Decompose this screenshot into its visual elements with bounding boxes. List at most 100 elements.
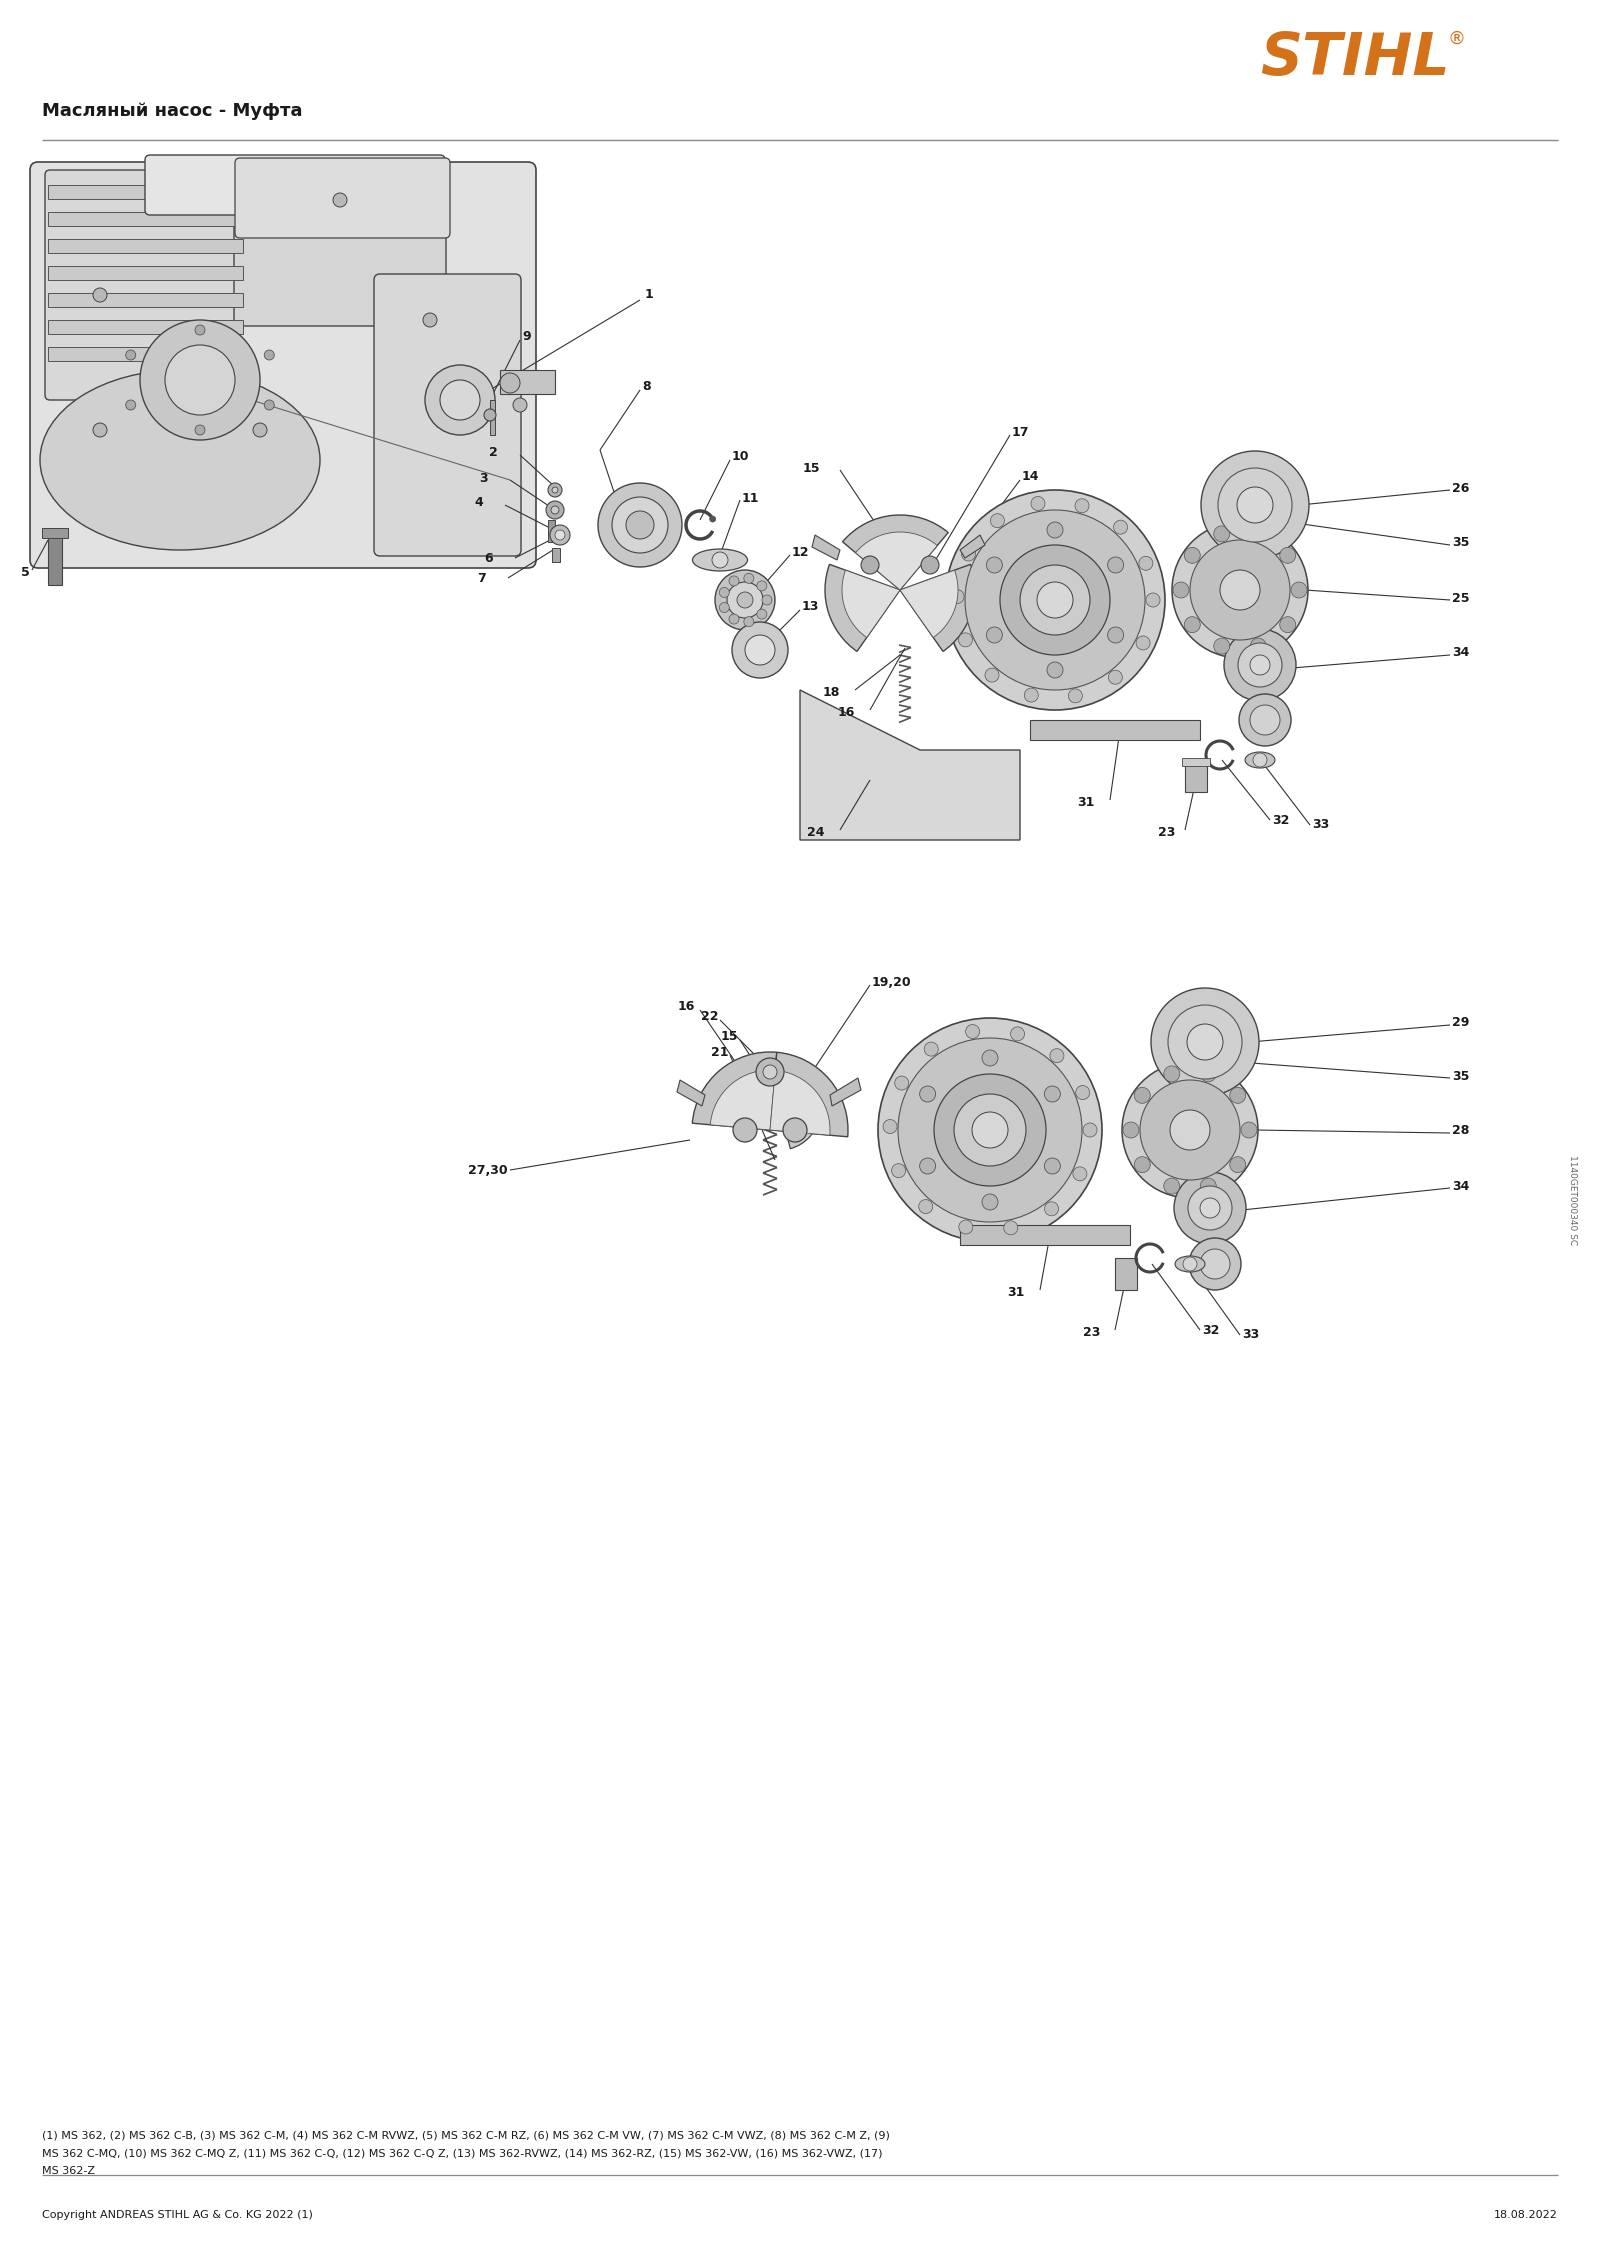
Text: 18.08.2022: 18.08.2022 — [1494, 2211, 1558, 2220]
Circle shape — [1123, 1122, 1139, 1138]
Text: 4: 4 — [474, 496, 483, 509]
Circle shape — [1224, 629, 1296, 702]
Bar — [48, 292, 243, 308]
Circle shape — [950, 591, 965, 604]
Circle shape — [1045, 1202, 1059, 1215]
Text: 16: 16 — [838, 706, 854, 720]
Bar — [552, 548, 560, 561]
Circle shape — [918, 1199, 933, 1213]
Circle shape — [1021, 566, 1090, 636]
Circle shape — [878, 1018, 1102, 1242]
Circle shape — [1045, 1159, 1061, 1174]
Text: 23: 23 — [1158, 826, 1174, 840]
Circle shape — [422, 312, 437, 326]
FancyBboxPatch shape — [235, 158, 450, 238]
Circle shape — [962, 548, 976, 561]
Circle shape — [1168, 1005, 1242, 1079]
Polygon shape — [800, 690, 1021, 840]
Circle shape — [93, 287, 107, 301]
Circle shape — [1250, 706, 1280, 735]
Circle shape — [720, 588, 730, 597]
Circle shape — [1230, 1156, 1246, 1172]
Circle shape — [1237, 487, 1274, 523]
Circle shape — [730, 577, 739, 586]
Circle shape — [264, 401, 274, 410]
Circle shape — [1163, 1066, 1179, 1082]
Circle shape — [1214, 638, 1230, 654]
Bar — [1115, 1258, 1138, 1290]
Polygon shape — [813, 534, 840, 559]
Wedge shape — [826, 563, 899, 652]
Circle shape — [1046, 663, 1062, 679]
Ellipse shape — [40, 369, 320, 550]
Text: 32: 32 — [1202, 1324, 1219, 1337]
Circle shape — [93, 423, 107, 437]
Circle shape — [744, 616, 754, 627]
Circle shape — [1069, 688, 1082, 704]
Circle shape — [986, 668, 998, 681]
Circle shape — [973, 1111, 1008, 1147]
Circle shape — [733, 1118, 757, 1143]
Circle shape — [141, 319, 259, 439]
Circle shape — [1187, 1186, 1232, 1231]
Text: 25: 25 — [1453, 591, 1469, 604]
Circle shape — [762, 595, 771, 604]
Circle shape — [1200, 1197, 1221, 1217]
Text: 31: 31 — [1008, 1285, 1026, 1299]
Circle shape — [763, 1066, 778, 1079]
Bar — [1030, 720, 1200, 740]
Circle shape — [1184, 618, 1200, 634]
Text: ®: ® — [1448, 29, 1466, 48]
Text: 5: 5 — [21, 566, 30, 579]
Circle shape — [126, 351, 136, 360]
Circle shape — [1046, 523, 1062, 539]
Text: Масляный насос - Муфта: Масляный насос - Муфта — [42, 102, 302, 120]
Circle shape — [990, 514, 1005, 527]
Circle shape — [1075, 498, 1090, 514]
Circle shape — [1000, 545, 1110, 654]
Wedge shape — [856, 532, 938, 591]
Circle shape — [483, 410, 496, 421]
Circle shape — [555, 530, 565, 541]
Circle shape — [1182, 1256, 1197, 1272]
Wedge shape — [770, 1070, 830, 1136]
Circle shape — [1171, 523, 1309, 659]
Circle shape — [925, 1041, 938, 1057]
Circle shape — [550, 507, 558, 514]
Circle shape — [514, 398, 526, 412]
Text: 28: 28 — [1453, 1125, 1469, 1138]
Text: 31: 31 — [1078, 797, 1094, 810]
Circle shape — [1136, 636, 1150, 649]
Circle shape — [1170, 1109, 1210, 1150]
Circle shape — [954, 1093, 1026, 1165]
Circle shape — [966, 1025, 979, 1039]
Circle shape — [1230, 1086, 1246, 1104]
Text: 11: 11 — [742, 491, 760, 505]
Text: 17: 17 — [1013, 425, 1029, 439]
Circle shape — [1250, 638, 1266, 654]
Circle shape — [986, 627, 1002, 643]
FancyBboxPatch shape — [374, 274, 522, 557]
Bar — [48, 240, 243, 253]
Circle shape — [1011, 1027, 1024, 1041]
Text: 22: 22 — [701, 1012, 718, 1023]
Circle shape — [1187, 1023, 1222, 1059]
Wedge shape — [693, 1052, 776, 1129]
Wedge shape — [710, 1070, 776, 1129]
Text: 15: 15 — [803, 462, 819, 475]
Ellipse shape — [1174, 1256, 1205, 1272]
Circle shape — [1075, 1086, 1090, 1100]
Text: 19,20: 19,20 — [872, 975, 912, 989]
Circle shape — [1083, 1122, 1098, 1136]
Text: 14: 14 — [1022, 471, 1040, 484]
Polygon shape — [830, 1077, 861, 1107]
FancyBboxPatch shape — [146, 154, 445, 215]
Polygon shape — [677, 1079, 706, 1107]
Text: 7: 7 — [477, 573, 486, 584]
Circle shape — [598, 482, 682, 568]
Circle shape — [1189, 1238, 1242, 1290]
Bar — [48, 186, 243, 199]
Text: 18: 18 — [822, 686, 840, 699]
Circle shape — [1146, 593, 1160, 606]
Text: 16: 16 — [678, 1000, 694, 1014]
